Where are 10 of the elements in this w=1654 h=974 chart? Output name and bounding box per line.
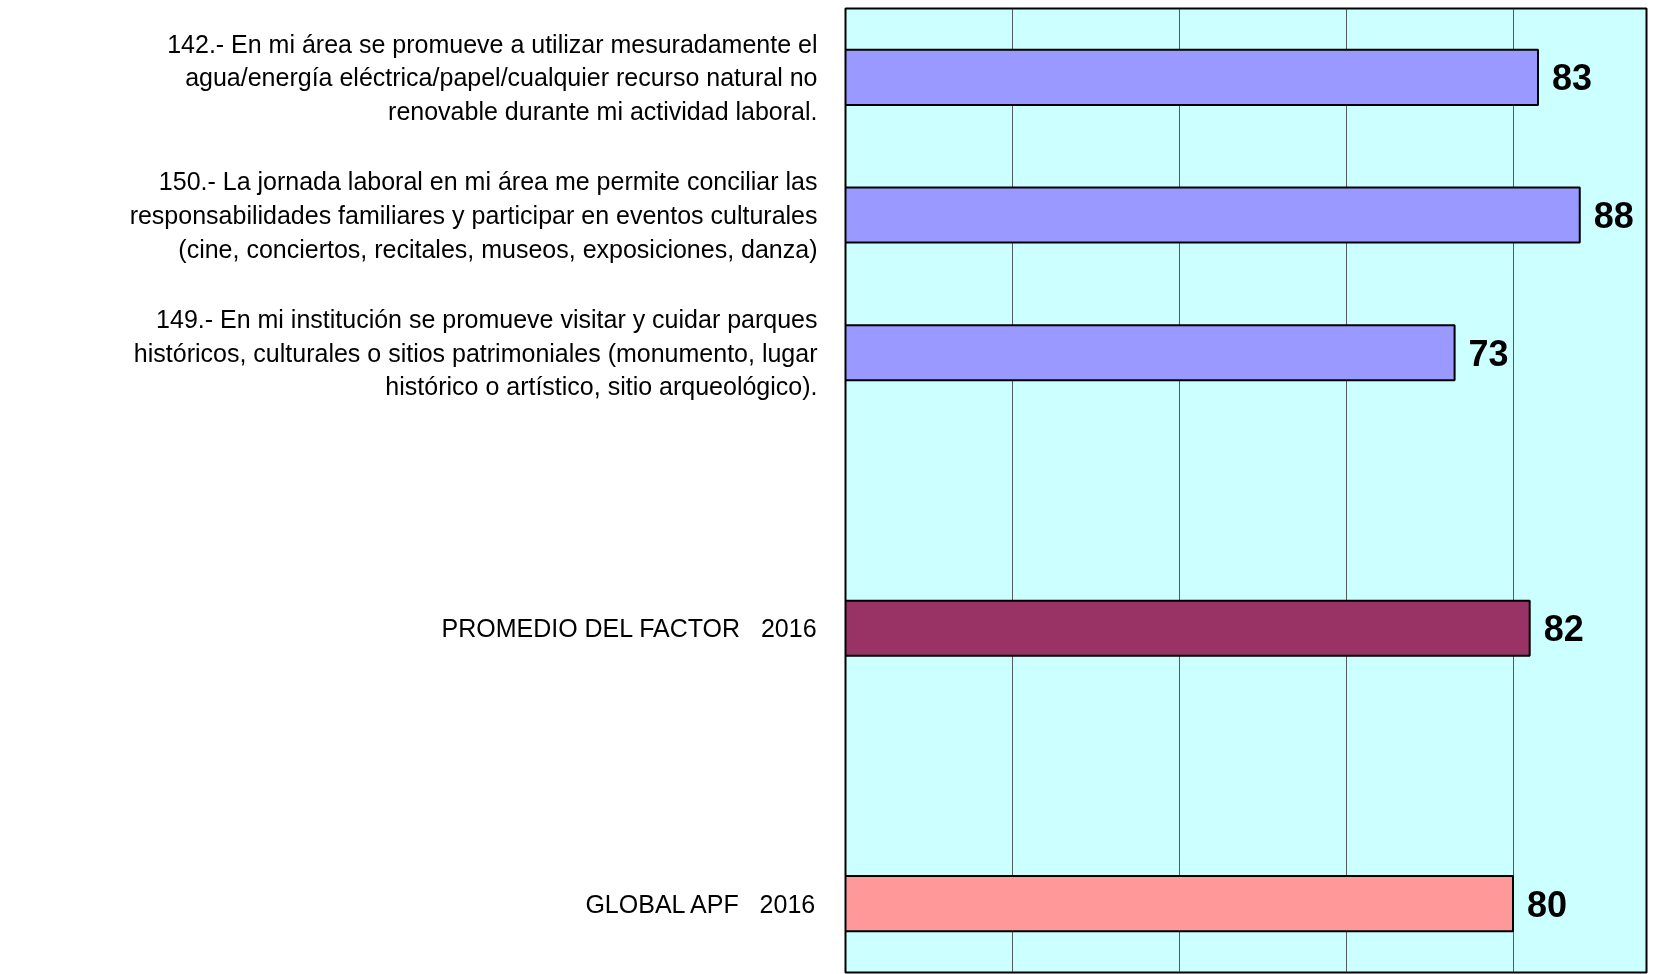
data-label: 73 — [1468, 332, 1509, 374]
data-label: 80 — [1527, 883, 1568, 925]
y-tick-label: 150.- La jornada laboral en mi área me permite conciliar las responsabilidades familiares y participar en eventos culturales (cine, conciertos, recitales, museos, exposiciones, danza) — [129, 167, 818, 263]
data-label: 88 — [1593, 195, 1634, 237]
y-tick-label: 142.- En mi área se promueve a utilizar mesuradamente el agua/energía eléctrica/papel/cualquier recurso natural no renovable durante mi actividad laboral. — [167, 29, 818, 125]
data-label: 83 — [1552, 57, 1593, 99]
y-tick-label: GLOBAL APF 2016 — [585, 889, 816, 918]
y-tick-label: 149.- En mi institución se promueve visitar y cuidar parques históricos, culturales o sitios patrimoniales (monumento, lugar histórico o artístico, sitio arqueológico). — [133, 305, 818, 401]
y-tick-label: PROMEDIO DEL FACTOR 2016 — [441, 614, 817, 643]
data-label: 82 — [1543, 608, 1584, 650]
